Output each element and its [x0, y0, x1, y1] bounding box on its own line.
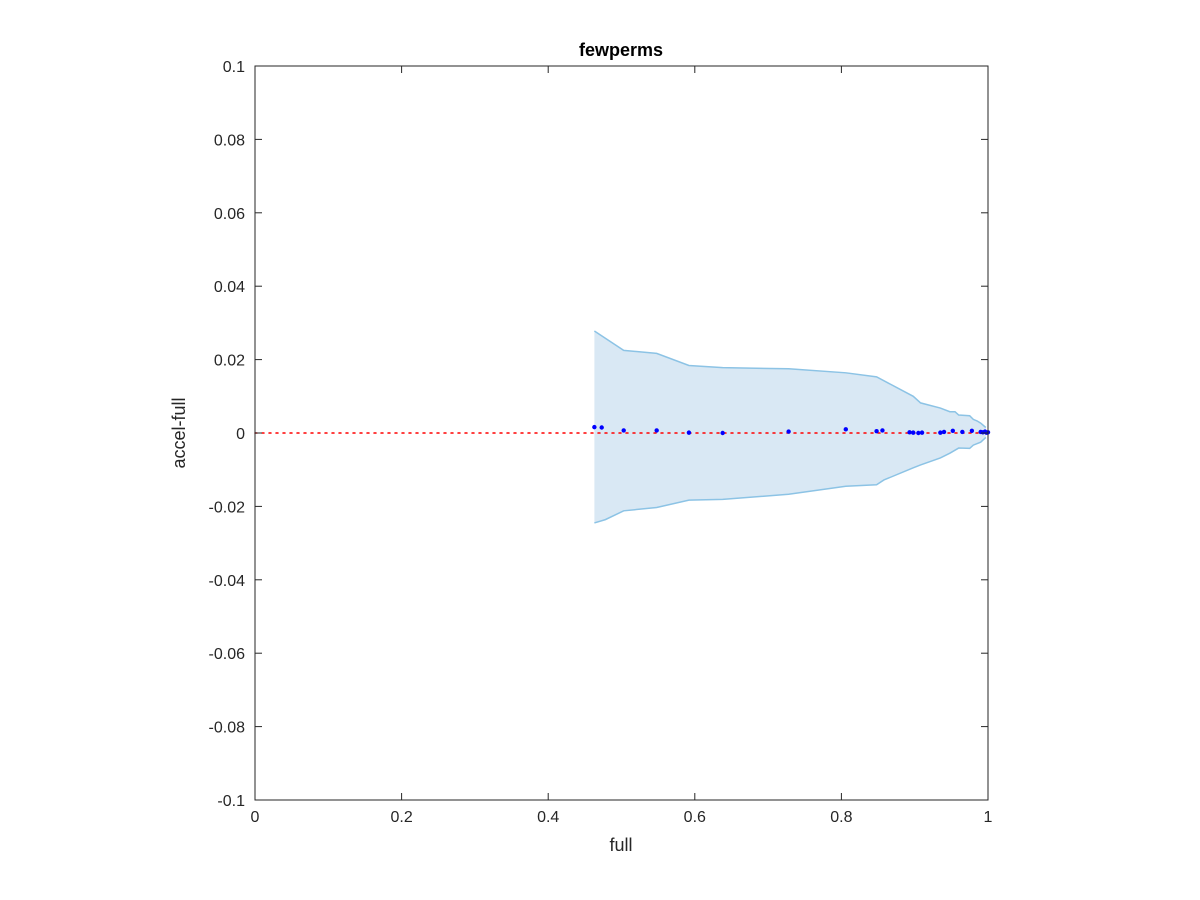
- data-point: [919, 430, 925, 435]
- y-tick-label: -0.02: [209, 499, 246, 516]
- band-lower-line: [594, 436, 987, 524]
- y-tick-label: -0.08: [209, 720, 246, 737]
- data-point: [880, 428, 885, 433]
- data-point: [686, 430, 692, 435]
- x-tick-label: 1: [984, 809, 993, 826]
- data-point: [911, 430, 916, 435]
- y-tick-label: -0.1: [217, 793, 245, 810]
- data-point: [874, 428, 879, 434]
- y-tick-label: 0.02: [214, 353, 245, 370]
- data-point: [843, 427, 848, 432]
- x-axis-ticks: 0 0.2 0.4 0.6 0.8 1: [251, 66, 993, 826]
- confidence-band-fill: [594, 330, 986, 523]
- y-tick-label: -0.04: [209, 573, 246, 590]
- data-point: [969, 428, 975, 433]
- y-tick-label: 0.04: [214, 279, 245, 296]
- y-axis-label: accel-full: [169, 397, 189, 468]
- y-tick-label: -0.06: [209, 646, 246, 663]
- x-tick-label: 0.8: [830, 809, 852, 826]
- y-tick-label: 0.08: [214, 132, 245, 149]
- data-point: [938, 430, 943, 435]
- y-axis-ticks: 0.1 0.08 0.06 0.04 0.02 0 -0.02 -0.04 -0.06 -0.08…: [209, 59, 988, 810]
- x-tick-label: 0.6: [684, 809, 706, 826]
- confidence-band-layer: [593, 330, 987, 524]
- data-point: [654, 428, 659, 433]
- data-point: [941, 429, 947, 435]
- data-point: [950, 428, 956, 433]
- band-upper-line: [593, 330, 987, 429]
- data-point: [599, 425, 604, 430]
- x-tick-label: 0: [251, 809, 260, 826]
- data-point: [786, 429, 791, 434]
- y-tick-label: 0.06: [214, 206, 245, 223]
- y-tick-label: 0.1: [223, 59, 245, 76]
- data-point: [916, 430, 921, 436]
- data-point: [907, 430, 912, 435]
- data-point: [720, 430, 725, 436]
- x-tick-label: 0.4: [537, 809, 559, 826]
- y-tick-label: 0: [236, 426, 245, 443]
- data-point: [621, 428, 626, 433]
- chart-title: fewperms: [579, 40, 663, 60]
- x-tick-label: 0.2: [390, 809, 412, 826]
- data-point: [960, 429, 965, 435]
- x-axis-label: full: [609, 835, 632, 855]
- data-point: [592, 424, 597, 430]
